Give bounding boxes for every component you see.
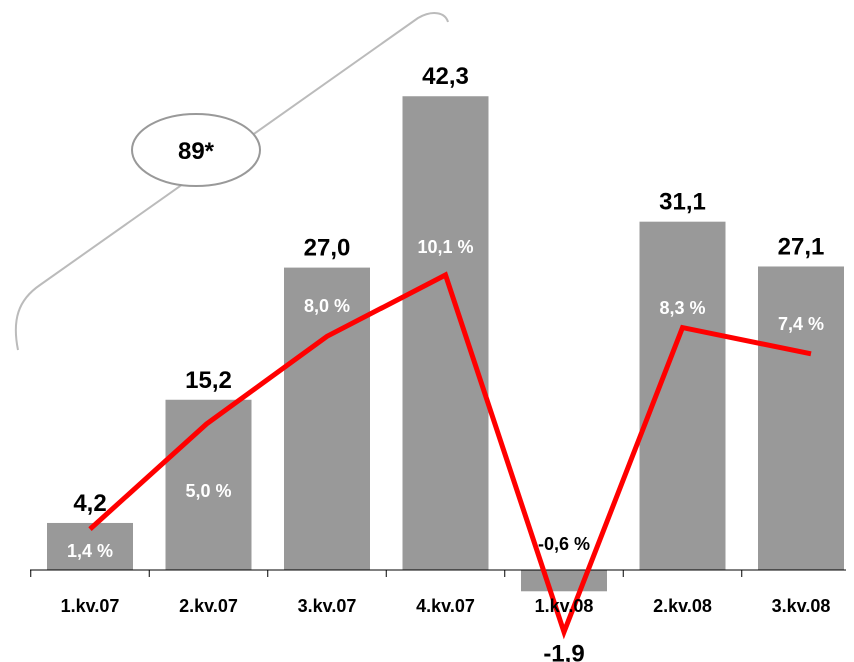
bar xyxy=(47,522,133,570)
percent-label: 1,4 % xyxy=(67,541,113,561)
bar-value-label: 15,2 xyxy=(185,367,232,394)
bar-value-label: 4,2 xyxy=(73,490,106,517)
category-label: 1.kv.07 xyxy=(61,596,120,616)
percent-label: 8,0 % xyxy=(304,296,350,316)
bar xyxy=(758,266,844,570)
percent-label: -0,6 % xyxy=(538,534,590,554)
bar xyxy=(165,399,252,570)
bar xyxy=(521,570,607,592)
bar-value-label: 27,0 xyxy=(304,235,351,262)
percent-label: 7,4 % xyxy=(778,314,824,334)
bracket-shape xyxy=(14,12,449,351)
category-label: 4.kv.07 xyxy=(416,596,475,616)
percent-label: 10,1 % xyxy=(417,237,473,257)
percent-line xyxy=(88,271,812,640)
category-label: 1.kv.08 xyxy=(535,596,594,616)
category-label: 2.kv.07 xyxy=(179,596,238,616)
percent-label: 5,0 % xyxy=(185,481,231,501)
category-label: 3.kv.07 xyxy=(298,596,357,616)
bar xyxy=(402,96,489,571)
annotation-bubble xyxy=(131,113,261,187)
category-label: 2.kv.08 xyxy=(653,596,712,616)
x-axis-ticks xyxy=(30,570,743,577)
percent-label: 8,3 % xyxy=(659,298,705,318)
annotation-label: 89* xyxy=(178,138,215,165)
bar-value-label: 42,3 xyxy=(422,63,469,90)
bar-value-label: 31,1 xyxy=(659,189,706,216)
bar xyxy=(284,267,370,570)
category-label: 3.kv.08 xyxy=(772,596,831,616)
bar-value-label: -1,9 xyxy=(543,640,584,662)
bar-value-label: 27,1 xyxy=(778,233,825,260)
bar xyxy=(639,221,726,570)
labels-group: 4,2 1.kv.07 1,4 % 15,2 2.kv.07 5,0 % 27,0 3.kv.… xyxy=(61,63,831,662)
bars-group xyxy=(47,96,844,592)
